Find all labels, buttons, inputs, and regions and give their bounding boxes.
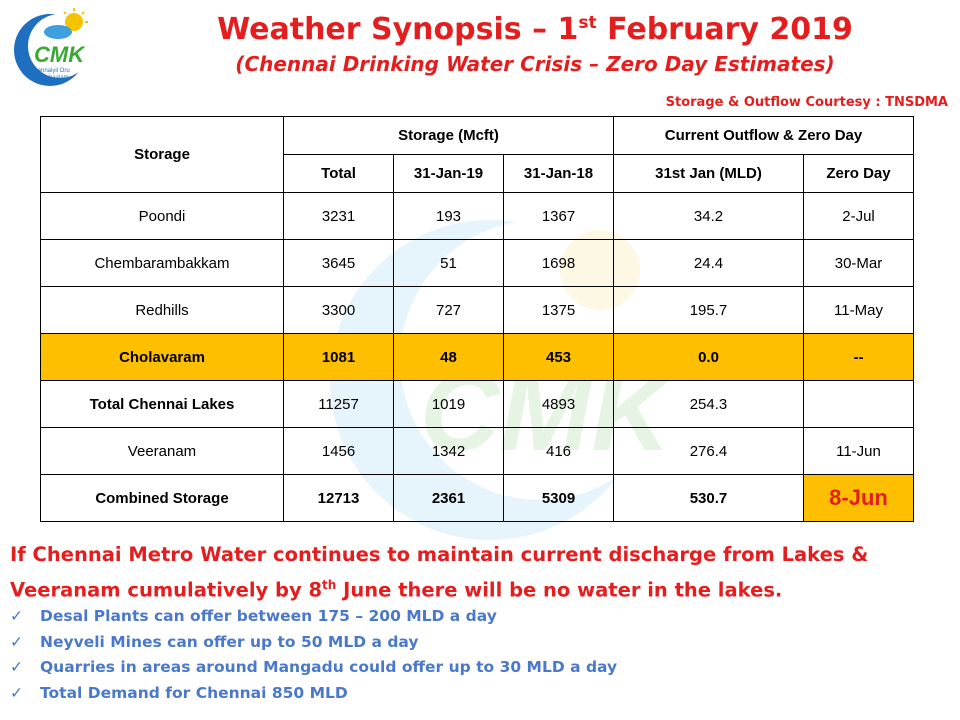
cell-jan18: 4893 bbox=[503, 380, 614, 428]
reservoir-name: Cholavaram bbox=[40, 333, 284, 381]
storage-table: Storage Storage (Mcft) Current Outflow &… bbox=[40, 116, 914, 522]
table-row: Veeranam 1456 1342 416 276.4 11-Jun bbox=[40, 427, 914, 475]
cell-jan19: 48 bbox=[393, 333, 504, 381]
check-icon: ✓ bbox=[10, 683, 23, 702]
cell-total: 1081 bbox=[283, 333, 394, 381]
cell-jan18: 416 bbox=[503, 427, 614, 475]
warning-note: If Chennai Metro Water continues to main… bbox=[10, 543, 869, 602]
page-title: Weather Synopsis – 1st February 2019 bbox=[217, 12, 853, 47]
svg-text:CMK: CMK bbox=[34, 42, 86, 67]
svg-text:Mazhaikaalam: Mazhaikaalam bbox=[30, 75, 69, 81]
cell-total: 3300 bbox=[283, 286, 394, 334]
cell-jan19: 193 bbox=[393, 192, 504, 240]
cell-total: 3231 bbox=[283, 192, 394, 240]
cell-outflow: 0.0 bbox=[613, 333, 804, 381]
cell-jan19: 51 bbox=[393, 239, 504, 287]
cell-jan18: 5309 bbox=[503, 474, 614, 522]
header-total: Total bbox=[283, 154, 394, 193]
cell-outflow: 195.7 bbox=[613, 286, 804, 334]
cell-total: 12713 bbox=[283, 474, 394, 522]
zero-day-highlight: 8-Jun bbox=[803, 474, 914, 522]
list-item: ✓ Total Demand for Chennai 850 MLD bbox=[10, 681, 617, 707]
cell-jan19: 727 bbox=[393, 286, 504, 334]
header-jan19: 31-Jan-19 bbox=[393, 154, 504, 193]
cell-zero-day: -- bbox=[803, 333, 914, 381]
cell-outflow: 276.4 bbox=[613, 427, 804, 475]
cell-zero-day: 11-May bbox=[803, 286, 914, 334]
reservoir-name: Chembarambakkam bbox=[40, 239, 284, 287]
cell-outflow: 24.4 bbox=[613, 239, 804, 287]
table-row: Redhills 3300 727 1375 195.7 11-May bbox=[40, 286, 914, 334]
table-row: Poondi 3231 193 1367 34.2 2-Jul bbox=[40, 192, 914, 240]
cell-jan18: 1698 bbox=[503, 239, 614, 287]
cell-jan18: 1375 bbox=[503, 286, 614, 334]
header-storage: Storage bbox=[40, 116, 284, 193]
cell-zero-day bbox=[803, 380, 914, 428]
cell-jan19: 2361 bbox=[393, 474, 504, 522]
cell-zero-day: 30-Mar bbox=[803, 239, 914, 287]
reservoir-name: Combined Storage bbox=[40, 474, 284, 522]
table-row: Chembarambakkam 3645 51 1698 24.4 30-Mar bbox=[40, 239, 914, 287]
header-jan18: 31-Jan-18 bbox=[503, 154, 614, 193]
table-row-combined: Combined Storage 12713 2361 5309 530.7 8… bbox=[40, 474, 914, 522]
list-item: ✓ Quarries in areas around Mangadu could … bbox=[10, 655, 617, 681]
bullet-list: ✓ Desal Plants can offer between 175 – 20… bbox=[10, 604, 617, 706]
list-item: ✓ Neyveli Mines can offer up to 50 MLD a … bbox=[10, 630, 617, 656]
cell-jan19: 1019 bbox=[393, 380, 504, 428]
reservoir-name: Redhills bbox=[40, 286, 284, 334]
table-row-highlighted: Cholavaram 1081 48 453 0.0 -- bbox=[40, 333, 914, 381]
cell-total: 3645 bbox=[283, 239, 394, 287]
cell-jan18: 453 bbox=[503, 333, 614, 381]
courtesy-note: Storage & Outflow Courtesy : TNSDMA bbox=[665, 95, 948, 110]
check-icon: ✓ bbox=[10, 607, 23, 625]
cell-jan19: 1342 bbox=[393, 427, 504, 475]
cell-outflow: 254.3 bbox=[613, 380, 804, 428]
reservoir-name: Total Chennai Lakes bbox=[40, 380, 284, 428]
page-subtitle: (Chennai Drinking Water Crisis – Zero Da… bbox=[235, 52, 835, 76]
cell-zero-day: 11-Jun bbox=[803, 427, 914, 475]
header-zero-day: Zero Day bbox=[803, 154, 914, 193]
cmk-logo: CMK Chennaiyil Oru Mazhaikaalam bbox=[14, 8, 92, 86]
reservoir-name: Poondi bbox=[40, 192, 284, 240]
list-item: ✓ Desal Plants can offer between 175 – 20… bbox=[10, 604, 617, 630]
header-outflow-zero-day: Current Outflow & Zero Day bbox=[613, 116, 914, 155]
reservoir-name: Veeranam bbox=[40, 427, 284, 475]
check-icon: ✓ bbox=[10, 632, 23, 651]
header-storage-mcft: Storage (Mcft) bbox=[283, 116, 614, 155]
table-row-total: Total Chennai Lakes 11257 1019 4893 254.… bbox=[40, 380, 914, 428]
svg-text:Chennaiyil Oru: Chennaiyil Oru bbox=[30, 68, 70, 74]
cell-total: 1456 bbox=[283, 427, 394, 475]
check-icon: ✓ bbox=[10, 658, 23, 676]
cell-total: 11257 bbox=[283, 380, 394, 428]
cell-outflow: 34.2 bbox=[613, 192, 804, 240]
cell-outflow: 530.7 bbox=[613, 474, 804, 522]
cell-zero-day: 2-Jul bbox=[803, 192, 914, 240]
header-outflow: 31st Jan (MLD) bbox=[613, 154, 804, 193]
cell-jan18: 1367 bbox=[503, 192, 614, 240]
